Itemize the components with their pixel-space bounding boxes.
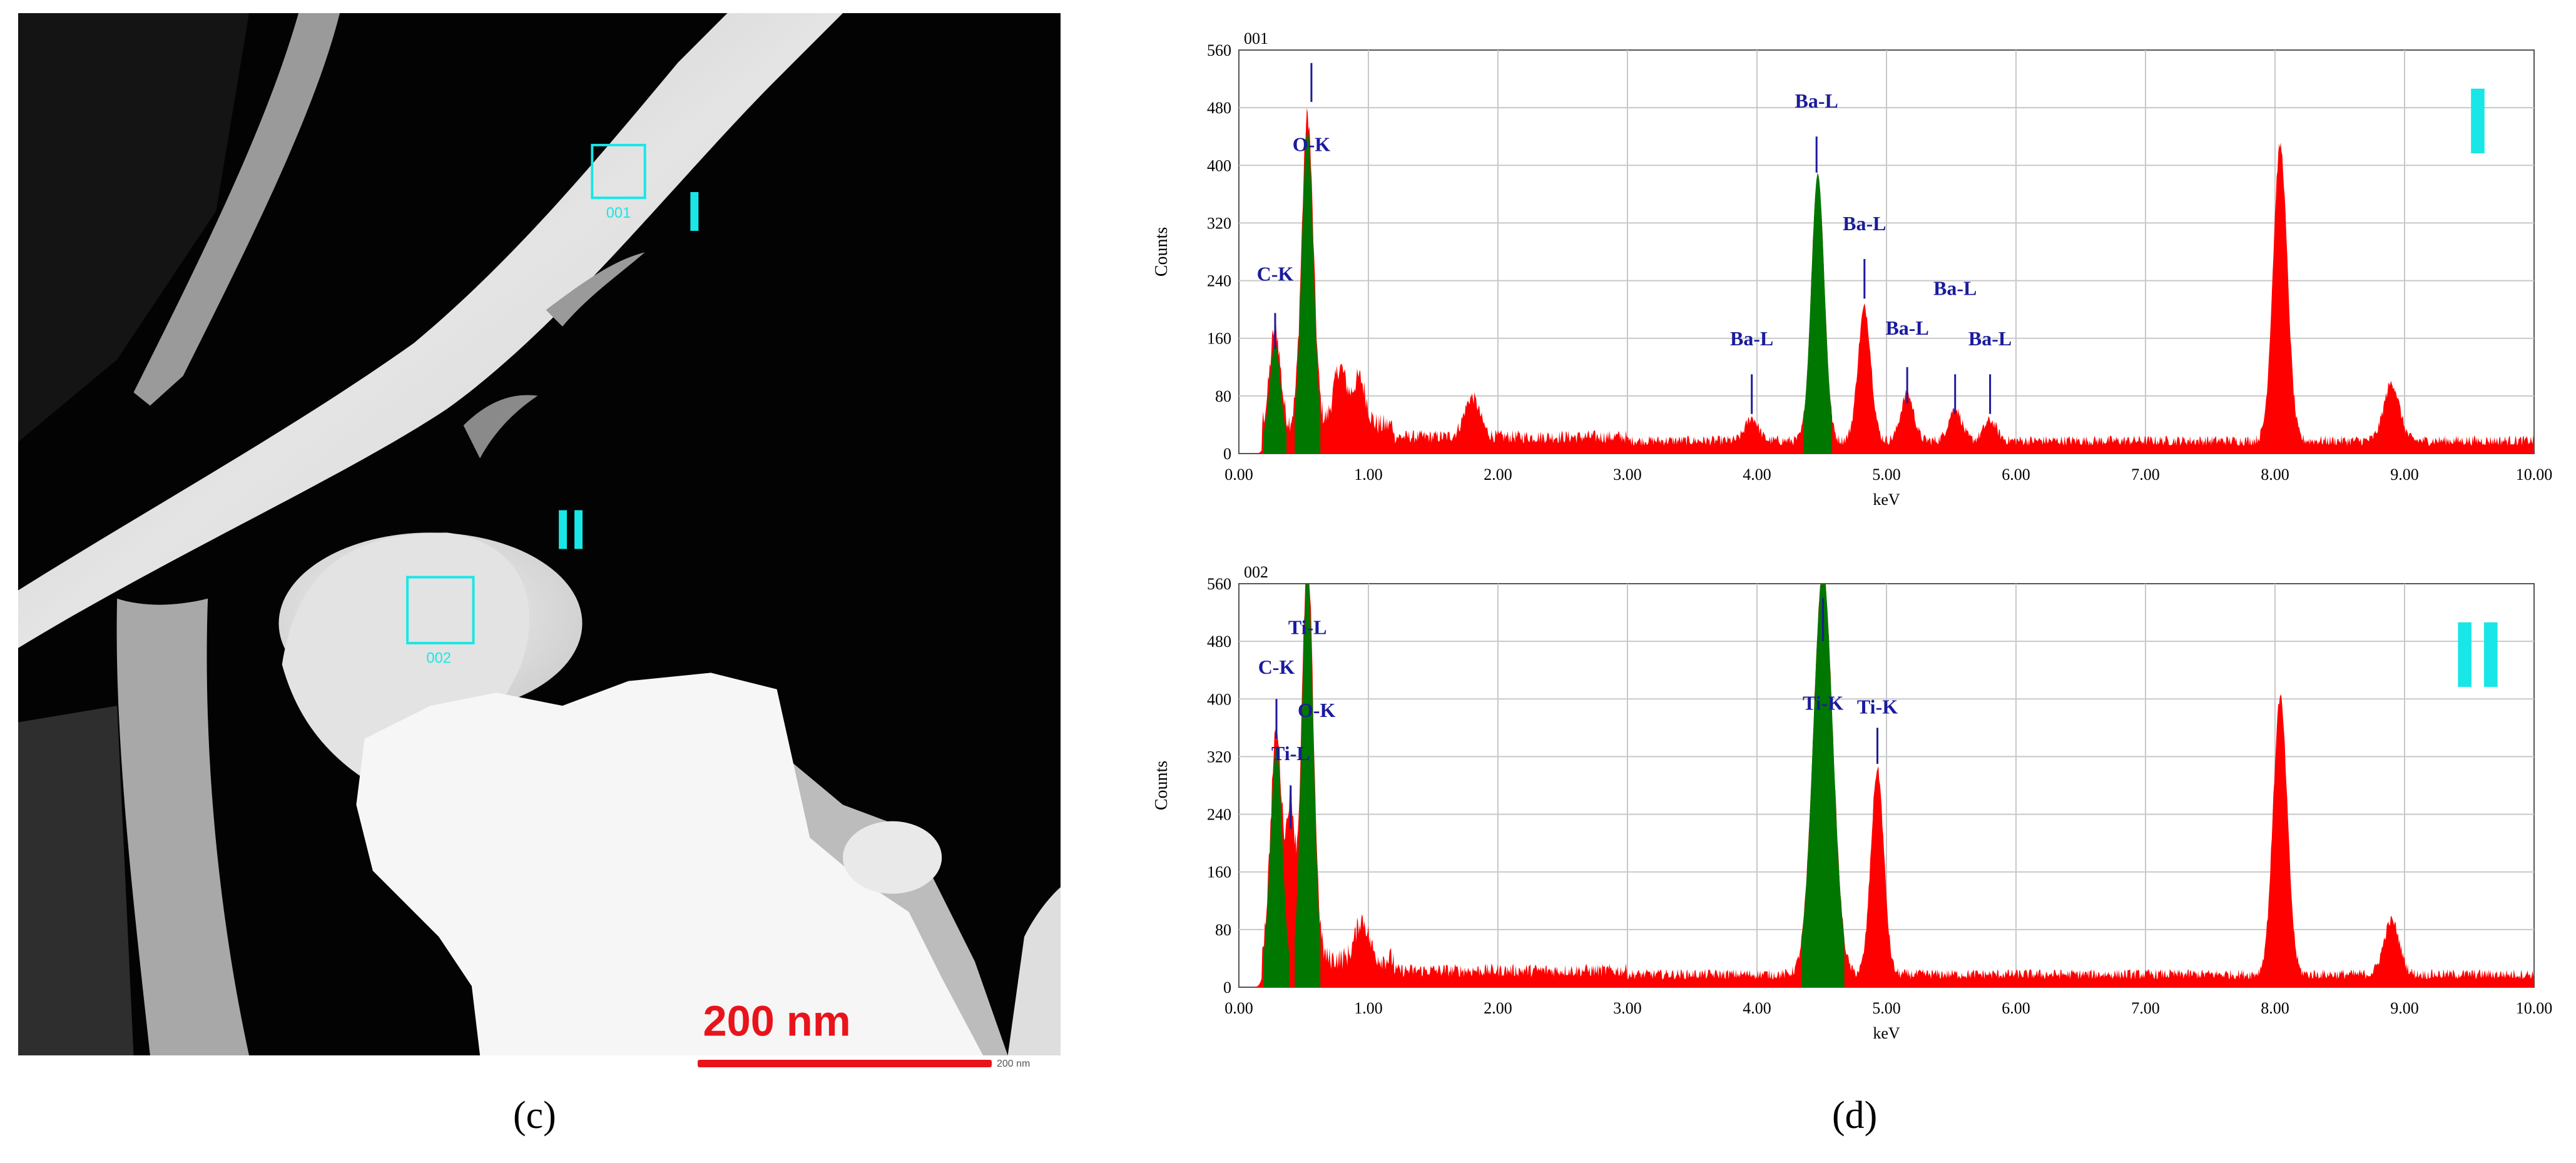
x-tick-label: 7.00: [2131, 999, 2160, 1017]
assigned-peak: [1295, 584, 1321, 987]
y-axis-label: Counts: [1152, 227, 1171, 277]
y-tick-label: 320: [1207, 214, 1231, 232]
peak-label: C-K: [1258, 656, 1295, 678]
assigned-peak: [1263, 343, 1287, 454]
y-tick-label: 0: [1223, 445, 1231, 463]
x-tick-label: 1.00: [1354, 999, 1383, 1017]
background-film: [18, 13, 250, 442]
y-tick-label: 560: [1207, 575, 1231, 593]
spectrum-area: [1239, 584, 2534, 987]
x-tick-label: 1.00: [1354, 465, 1383, 484]
x-tick-label: 8.00: [2261, 999, 2289, 1017]
x-tick-label: 9.00: [2390, 999, 2419, 1017]
peak-label: Ba-L: [1933, 277, 1977, 300]
region-box-001: [591, 143, 646, 200]
eds-spectra: 0.00 1.00 2.00 3.00 4.00 5.00 6.00 7.00 8.00 9.00…: [1152, 29, 2552, 1042]
y-tick-label: 240: [1207, 806, 1231, 824]
panel-mark: II: [2451, 602, 2503, 707]
scale-bar-line: [698, 1060, 992, 1067]
spectrum-chart-002: 0.00 1.00 2.00 3.00 4.00 5.00 6.00 7.00 8.00 9.00…: [1152, 563, 2552, 1042]
peak-label: Ba-L: [1730, 327, 1773, 350]
x-tick-label: 8.00: [2261, 465, 2289, 484]
y-tick-label: 480: [1207, 632, 1231, 651]
region-1-label: I: [686, 180, 702, 243]
particle-cluster: [356, 673, 992, 1055]
x-axis-label: keV: [1873, 490, 1900, 509]
x-tick-label: 4.00: [1743, 465, 1771, 484]
y-tick-label: 400: [1207, 156, 1231, 175]
peak-label: Ba-L: [1968, 327, 2012, 350]
nanowire-tendril: [546, 252, 645, 327]
scale-bar-small-label: 200 nm: [997, 1059, 1030, 1069]
region-2-label: II: [555, 499, 586, 561]
particle-knob: [843, 821, 942, 894]
spectrum-area: [1239, 108, 2534, 454]
particle-right-edge: [1007, 887, 1061, 1055]
peak-label: C-K: [1257, 263, 1294, 285]
y-tick-label: 0: [1223, 978, 1231, 997]
region-box-002-label: 002: [426, 651, 451, 667]
spectrum-chart-001: 0.00 1.00 2.00 3.00 4.00 5.00 6.00 7.00 8.00 9.00…: [1152, 29, 2552, 509]
peak-label: O-K: [1298, 699, 1336, 721]
y-tick-label: 80: [1215, 921, 1231, 939]
x-tick-label: 0.00: [1224, 465, 1253, 484]
nanowire-main: [18, 13, 843, 648]
x-tick-label: 5.00: [1872, 465, 1901, 484]
peak-label: Ti-K: [1857, 695, 1898, 718]
peak-label: O-K: [1293, 133, 1331, 155]
peak-label: Ti-K: [1803, 692, 1843, 714]
y-tick-label: 80: [1215, 387, 1231, 405]
y-tick-label: 320: [1207, 748, 1231, 766]
assigned-peak: [1263, 747, 1290, 987]
nanowire-vertical: [116, 598, 250, 1055]
nanowire-thin: [133, 13, 340, 406]
x-axis-label: keV: [1873, 1024, 1900, 1042]
assigned-peak: [1295, 131, 1321, 454]
region-box-001-label: 001: [606, 205, 631, 221]
particle-cluster-edge: [793, 763, 1008, 1055]
region-box-002: [406, 576, 475, 644]
scale-bar: 200 nm: [698, 1059, 1030, 1069]
y-tick-label: 400: [1207, 690, 1231, 708]
assigned-peak: [1801, 584, 1845, 987]
x-tick-label: 2.00: [1484, 465, 1512, 484]
x-tick-label: 6.00: [2002, 465, 2030, 484]
background-film-bottom: [18, 706, 134, 1055]
x-tick-label: 0.00: [1224, 999, 1253, 1017]
y-tick-label: 480: [1207, 99, 1231, 117]
y-tick-label: 560: [1207, 41, 1231, 59]
x-tick-label: 10.00: [2516, 999, 2553, 1017]
y-axis-label: Counts: [1152, 761, 1171, 810]
y-tick-label: 240: [1207, 272, 1231, 290]
peak-label: Ba-L: [1795, 89, 1838, 112]
x-tick-label: 5.00: [1872, 999, 1901, 1017]
panel-label-d: (d): [1832, 1094, 1878, 1137]
panel-label-c: (c): [513, 1094, 556, 1137]
y-tick-label: 160: [1207, 863, 1231, 881]
peak-label: Ti-L: [1271, 742, 1310, 764]
x-tick-label: 2.00: [1484, 999, 1512, 1017]
panel-mark: I: [2465, 68, 2491, 173]
x-tick-label: 3.00: [1613, 999, 1642, 1017]
x-tick-label: 4.00: [1743, 999, 1771, 1017]
x-tick-label: 9.00: [2390, 465, 2419, 484]
y-tick-label: 160: [1207, 330, 1231, 348]
peak-label: Ti-L: [1288, 616, 1327, 639]
nanowire-tendril-2: [463, 395, 538, 459]
x-tick-label: 6.00: [2002, 999, 2030, 1017]
x-tick-label: 7.00: [2131, 465, 2160, 484]
assigned-peak: [1803, 174, 1833, 454]
x-tick-label: 3.00: [1613, 465, 1642, 484]
peak-label: Ba-L: [1843, 212, 1886, 235]
spectrum-id: 002: [1244, 563, 1268, 581]
peak-label: Ba-L: [1885, 317, 1928, 339]
scale-bar-label: 200 nm: [703, 997, 851, 1045]
tem-micrograph: 001 I 002 II 200 nm: [18, 13, 1061, 1055]
x-tick-label: 10.00: [2516, 465, 2553, 484]
spectrum-id: 001: [1244, 29, 1268, 48]
